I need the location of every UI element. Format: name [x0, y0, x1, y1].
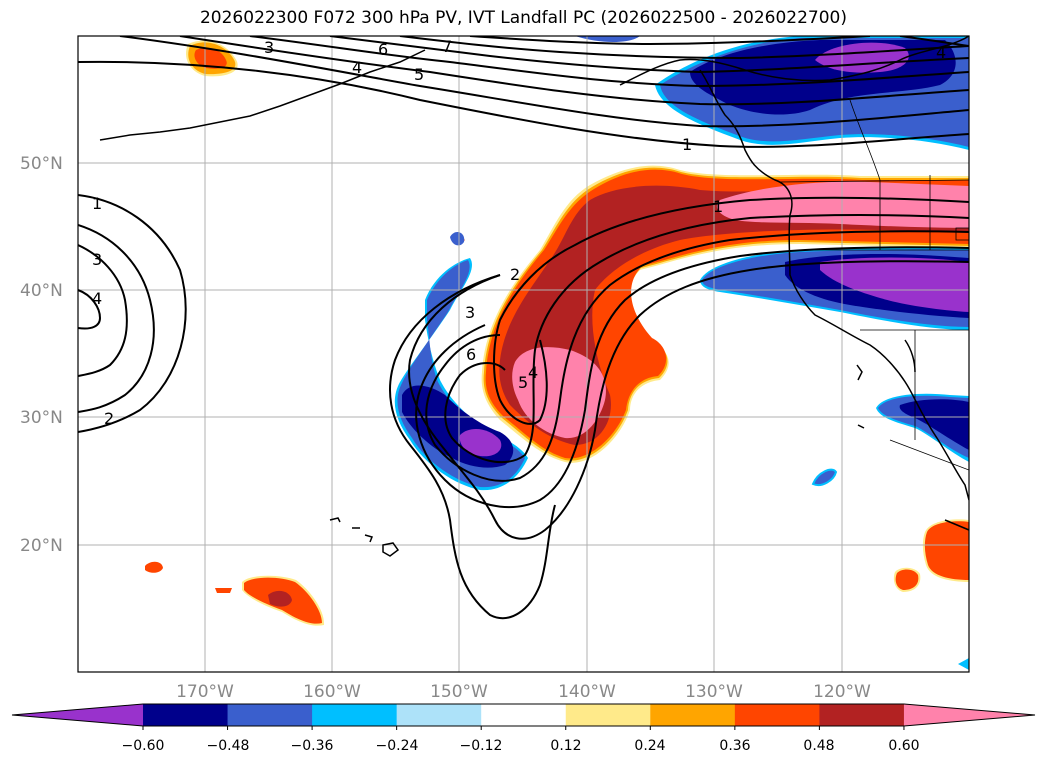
lon-label: 150°W	[430, 682, 488, 702]
colorbar-tick-label: 0.24	[634, 738, 665, 754]
colorbar-segment	[819, 704, 905, 726]
contour-label: 4	[936, 43, 946, 62]
lon-label: 120°W	[813, 682, 871, 702]
colorbar-tick-label: −0.48	[207, 738, 250, 754]
contour-label: 4	[92, 289, 102, 308]
longitude-labels: 170°W 160°W 150°W 140°W 130°W 120°W	[176, 682, 871, 702]
lat-label: 30°N	[20, 408, 63, 428]
contour-label: 6	[466, 345, 476, 364]
colorbar-segment	[143, 704, 229, 726]
colorbar-tick-label: −0.60	[122, 738, 165, 754]
colorbar-segment	[734, 704, 820, 726]
lon-label: 170°W	[176, 682, 234, 702]
pv-contours	[78, 36, 969, 620]
contour-label: 5	[518, 373, 528, 392]
plot-frame	[77, 35, 970, 673]
colorbar	[11, 703, 1036, 730]
contour-label: 1	[682, 135, 692, 154]
lon-label: 130°W	[685, 682, 743, 702]
colorbar-tick-label: −0.36	[291, 738, 334, 754]
contour-label: 4	[352, 58, 362, 77]
contour-label: 3	[264, 38, 274, 57]
lat-label: 20°N	[20, 536, 63, 556]
colorbar-tick-labels: −0.60 −0.48 −0.36 −0.24 −0.12 0.12 0.24 …	[122, 738, 920, 754]
coastlines	[99, 36, 969, 557]
positive-pc-patch-mexico-coast	[893, 519, 969, 592]
colorbar-extend-min	[12, 704, 143, 726]
negative-pc-patch-east-pacific	[811, 468, 838, 486]
contour-label: 1	[713, 197, 723, 216]
colorbar-tick-label: 0.48	[803, 738, 834, 754]
colorbar-tick-label: −0.24	[376, 738, 419, 754]
lon-label: 160°W	[303, 682, 361, 702]
colorbar-extend-max	[903, 704, 1035, 726]
colorbar-tick-label: 0.36	[719, 738, 750, 754]
latitude-labels: 50°N 40°N 30°N 20°N	[20, 154, 63, 556]
contour-labels: 3 6 7 4 5 4 1 1 1 3 4 2 2 3 6 4 5	[92, 37, 946, 428]
negative-pc-patch-southeast-corner	[958, 658, 969, 670]
country-and-state-borders	[779, 99, 969, 471]
contour-label: 7	[442, 37, 452, 56]
colorbar-segment	[650, 704, 736, 726]
contour-label: 4	[528, 363, 538, 382]
colorbar-tick-label: −0.12	[460, 738, 503, 754]
colorbar-segment	[565, 704, 651, 726]
lat-lon-gridlines	[78, 36, 969, 672]
colorbar-segment	[312, 704, 398, 726]
lat-label: 50°N	[20, 154, 63, 174]
lon-label: 140°W	[558, 682, 616, 702]
lat-label: 40°N	[20, 281, 63, 301]
contour-label: 5	[414, 65, 424, 84]
contour-label: 3	[465, 303, 475, 322]
colorbar-segment	[227, 704, 313, 726]
colorbar-segment	[481, 704, 567, 726]
map-title: 2026022300 F072 300 hPa PV, IVT Landfall…	[199, 8, 847, 28]
contour-label: 6	[378, 40, 388, 59]
contour-label: 3	[92, 250, 102, 269]
contour-label: 2	[104, 409, 114, 428]
colorbar-segment	[396, 704, 482, 726]
contour-label: 1	[92, 194, 102, 213]
colorbar-tick-label: 0.12	[550, 738, 581, 754]
positive-pc-patch-hawaii-south	[145, 561, 325, 626]
negative-pc-region-southwest-us	[876, 393, 969, 462]
colorbar-tick-label: 0.60	[888, 738, 919, 754]
contour-label: 2	[510, 265, 520, 284]
